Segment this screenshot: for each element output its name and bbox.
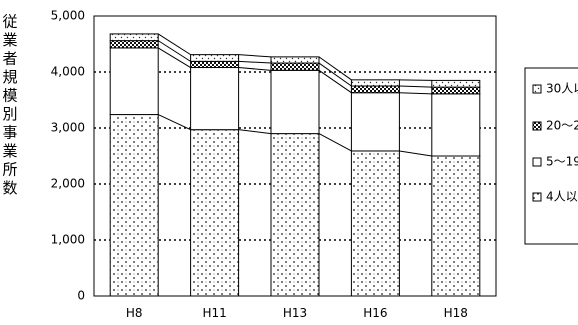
legend-swatch <box>532 84 542 94</box>
y-tick-label: 0 <box>77 289 85 303</box>
bar-segment <box>350 92 400 152</box>
legend-box <box>524 67 578 245</box>
bar-segment <box>109 47 159 116</box>
y-axis-label-char: 業 <box>2 142 17 160</box>
legend-label: 4人以下 <box>546 190 578 204</box>
legend-swatch <box>532 121 542 131</box>
y-tick-label: 4,000 <box>51 65 85 79</box>
series-connector <box>157 114 191 131</box>
series-connector <box>157 33 191 56</box>
y-tick-label: 1,000 <box>51 233 85 247</box>
y-tick-labels: 0 1,000 2,000 3,000 4,000 5,000 <box>51 9 85 303</box>
legend-label: 20～29人 <box>546 119 578 133</box>
bar-segment <box>190 60 240 69</box>
bar-segment <box>431 93 481 157</box>
legend-swatch <box>532 192 542 202</box>
bar-segment <box>350 79 400 87</box>
x-tick-labels: H8 H11 H13 H16 H18 <box>126 306 468 320</box>
y-axis-label-char: 事 <box>2 124 17 142</box>
series-connector <box>399 79 432 81</box>
y-tick-label: 5,000 <box>51 9 85 23</box>
y-tick-label: 3,000 <box>51 121 85 135</box>
legend: 30人以上 20～29人 5～19人 4人以下 <box>524 67 578 245</box>
bar-segment <box>109 40 159 49</box>
y-axis-label-char: 数 <box>2 179 17 197</box>
series-connector <box>318 56 352 81</box>
y-axis-label-char: 従 <box>2 13 17 31</box>
y-axis-label-char: 所 <box>2 161 17 179</box>
bar-segment <box>350 150 400 297</box>
x-tick-label: H18 <box>444 306 468 320</box>
bar-segment <box>270 133 320 297</box>
bar-segment <box>431 86 481 95</box>
y-axis-label-char: 規 <box>2 68 17 86</box>
bar-segment <box>270 69 320 135</box>
series-connector <box>157 40 191 62</box>
y-axis-label-char: 別 <box>2 105 17 123</box>
series-connector <box>238 67 272 71</box>
legend-swatch <box>532 157 542 167</box>
series-connector <box>238 129 272 135</box>
connector-lines <box>157 33 432 157</box>
bar-segment <box>190 67 240 131</box>
series-connector <box>399 92 432 95</box>
y-tick-label: 2,000 <box>51 177 85 191</box>
bar-segment <box>270 56 320 64</box>
bar-segment <box>431 79 481 88</box>
series-connector <box>157 47 191 68</box>
series-connector <box>399 85 432 88</box>
bar-segment <box>270 62 320 71</box>
series-connector <box>318 133 352 152</box>
series-connector <box>318 62 352 87</box>
bar-segment <box>431 155 481 297</box>
series-connector <box>238 54 272 58</box>
series-connector <box>318 69 352 94</box>
bar-segment <box>350 85 400 94</box>
bar-segment <box>190 129 240 297</box>
series-connector <box>399 150 432 157</box>
plot-area-frame <box>93 15 497 297</box>
x-tick-label: H16 <box>363 306 387 320</box>
series-connector <box>238 60 272 64</box>
bars <box>109 33 481 297</box>
bar-segment <box>109 33 159 42</box>
x-tick-label: H8 <box>126 306 143 320</box>
x-tick-label: H13 <box>283 306 307 320</box>
bar-segment <box>190 54 240 62</box>
y-axis-label-char: 業 <box>2 31 17 49</box>
y-axis-label-char: 模 <box>2 87 17 105</box>
legend-label: 5～19人 <box>546 155 578 169</box>
legend-label: 30人以上 <box>546 82 578 96</box>
y-axis-label-char: 者 <box>2 50 17 68</box>
x-tick-label: H11 <box>202 306 226 320</box>
bar-segment <box>109 114 159 297</box>
